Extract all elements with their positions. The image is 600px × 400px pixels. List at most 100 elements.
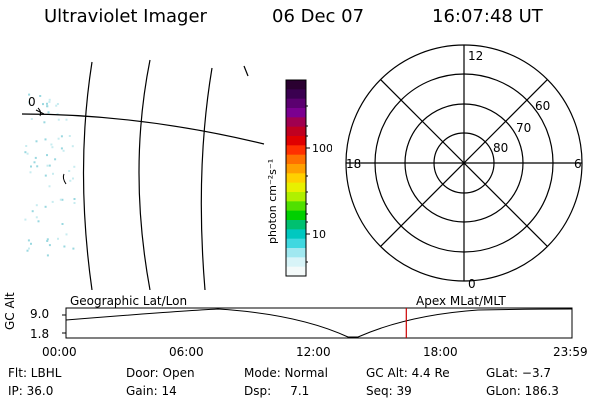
emission-speck xyxy=(24,218,27,221)
colorbar-band xyxy=(286,248,306,258)
emission-speck xyxy=(48,185,51,188)
emission-speck xyxy=(61,198,64,201)
colorbar-tick-100: 100 xyxy=(312,142,332,155)
colorbar-band xyxy=(286,126,306,137)
timeline-x-tick-3: 18:00 xyxy=(423,345,458,359)
emission-speck xyxy=(29,171,32,174)
colorbar-band xyxy=(286,192,306,202)
emission-speck xyxy=(68,135,71,137)
emission-speck xyxy=(48,244,51,247)
colorbar-band xyxy=(286,145,306,156)
status-mode: Mode: Normal xyxy=(244,366,328,380)
colorbar-band xyxy=(286,238,306,249)
emission-speck xyxy=(54,158,57,161)
emission-speck xyxy=(30,165,32,168)
colorbar-band xyxy=(286,136,306,146)
emission-speck xyxy=(48,100,51,103)
colorbar-band xyxy=(286,80,306,90)
emission-speck xyxy=(43,121,46,124)
emission-speck xyxy=(46,254,49,257)
emission-speck xyxy=(35,140,38,143)
colorbar-band xyxy=(286,229,306,240)
emission-speck xyxy=(46,102,48,105)
emission-speck xyxy=(65,118,68,121)
emission-speck xyxy=(59,198,62,201)
colorbar-band xyxy=(286,164,306,174)
emission-speck xyxy=(46,164,49,167)
emission-speck xyxy=(65,233,68,236)
emission-speck xyxy=(52,172,54,175)
emission-speck xyxy=(35,204,38,207)
emission-speck xyxy=(30,242,32,245)
colorbar-band xyxy=(286,182,306,193)
emission-speck xyxy=(57,237,59,240)
emission-speck xyxy=(50,143,53,146)
emission-speck xyxy=(31,210,34,213)
emission-speck xyxy=(73,198,76,200)
map-panel-label: Geographic Lat/Lon xyxy=(70,294,188,308)
status-glat: GLat: −3.7 xyxy=(486,366,552,380)
status-door: Door: Open xyxy=(126,366,195,380)
timeline-x-tick-0: 00:00 xyxy=(42,345,77,359)
emission-speck xyxy=(72,177,74,180)
mlt-label-12: 12 xyxy=(468,49,483,63)
polar-panel-label: Apex MLat/MLT xyxy=(416,294,506,308)
colorbar-tick-10: 10 xyxy=(312,228,326,241)
timeline-x-tick-2: 12:00 xyxy=(296,345,331,359)
emission-speck xyxy=(46,105,49,108)
status-gc-alt: GC Alt: 4.4 Re xyxy=(366,366,450,380)
timeline-y-label: GC Alt xyxy=(3,292,17,330)
colorbar-band xyxy=(286,108,306,118)
emission-specks xyxy=(24,93,76,257)
mlat-label-70: 70 xyxy=(516,121,531,135)
status-seq: Seq: 39 xyxy=(366,384,412,398)
colorbar-band xyxy=(286,173,306,184)
emission-speck xyxy=(26,249,29,252)
emission-speck xyxy=(44,174,47,177)
emission-speck xyxy=(46,154,48,157)
colorbar-band xyxy=(286,98,306,109)
emission-speck xyxy=(73,202,76,204)
emission-speck xyxy=(39,95,42,97)
emission-speck xyxy=(46,240,49,242)
colorbar-band xyxy=(286,210,306,221)
longitude-zero-label: 0 xyxy=(28,95,36,109)
polar-plot: 12 18 6 0 60 70 80 xyxy=(345,44,583,291)
emission-speck xyxy=(34,156,37,159)
emission-speck xyxy=(56,103,59,105)
emission-speck xyxy=(28,247,30,250)
emission-speck xyxy=(61,223,64,225)
emission-speck xyxy=(30,118,33,120)
emission-speck xyxy=(62,149,65,152)
emission-speck xyxy=(72,247,75,250)
colorbar-band xyxy=(286,117,306,128)
colorbar-gradient xyxy=(286,80,306,277)
emission-speck xyxy=(60,135,63,138)
emission-speck xyxy=(46,238,49,241)
colorbar-band xyxy=(286,266,306,277)
observation-time: 16:07:48 UT xyxy=(432,6,543,27)
emission-speck xyxy=(71,145,74,148)
status-ip: IP: 36.0 xyxy=(8,384,54,398)
emission-speck xyxy=(27,239,30,242)
geographic-map-image: 0 xyxy=(21,59,265,290)
emission-speck xyxy=(60,147,63,150)
emission-speck xyxy=(47,111,50,114)
instrument-title: Ultraviolet Imager xyxy=(44,6,207,27)
emission-speck xyxy=(36,165,39,168)
colorbar-band xyxy=(286,201,306,212)
colorbar-unit-label: photon cm⁻²s⁻¹ xyxy=(266,159,279,244)
emission-speck xyxy=(73,165,76,168)
emission-speck xyxy=(55,104,58,107)
emission-speck xyxy=(26,152,29,155)
emission-speck xyxy=(37,220,40,223)
colorbar-band xyxy=(286,154,306,165)
emission-speck xyxy=(68,170,71,172)
status-dsp: Dsp: 7.1 xyxy=(244,384,310,398)
emission-speck xyxy=(28,101,31,104)
status-gain: Gain: 14 xyxy=(126,384,177,398)
timeline-y-tick-high: 9.0 xyxy=(30,307,50,321)
emission-speck xyxy=(57,137,60,140)
mlt-label-6: 6 xyxy=(574,157,582,171)
emission-speck xyxy=(33,161,36,164)
